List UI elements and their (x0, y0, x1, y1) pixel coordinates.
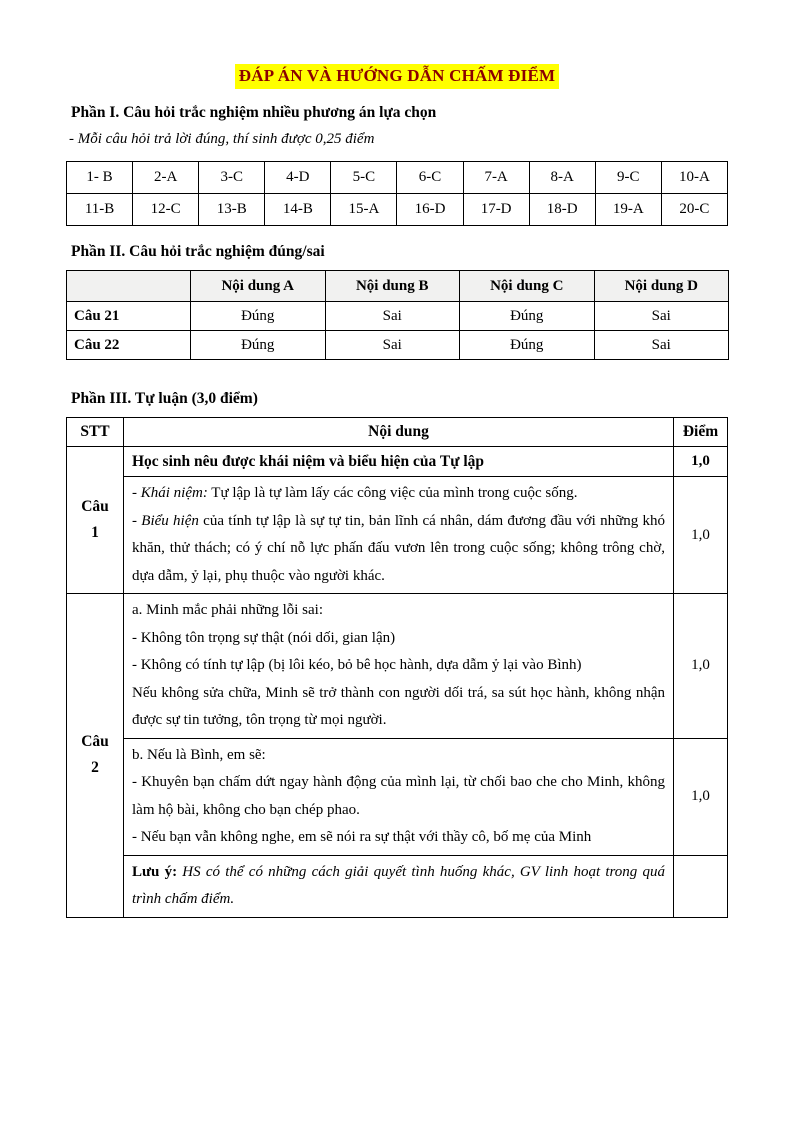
cau1-summary-text: Học sinh nêu được khái niệm và biểu hiện… (123, 446, 674, 477)
cau1-summary-row: Câu 1 Học sinh nêu được khái niệm và biể… (66, 446, 728, 594)
answer-cell: 15-A (330, 193, 398, 226)
answer-cell: 7-A (462, 161, 530, 194)
part2-header-cell: Nội dung C (459, 270, 595, 302)
part2-header-cell: Nội dung B (324, 270, 460, 302)
cau2-part-b-score: 1,0 (673, 737, 728, 856)
answer-cell: 11-B (65, 193, 134, 226)
answer-cell: 20-C (660, 193, 729, 226)
answer-cell: 6-C (396, 161, 464, 194)
note-score-empty (673, 854, 728, 918)
answer-value: Sai (324, 330, 460, 360)
answer-cell: 5-C (330, 161, 398, 194)
part-a-paragraph: - Không tôn trọng sự thật (nói dối, gian… (132, 629, 396, 646)
document-title: ĐÁP ÁN VÀ HƯỚNG DẪN CHẤM ĐIỂM (234, 64, 560, 89)
answer-cell: 18-D (528, 193, 596, 226)
part1-answer-row-1: 1- B 2-A 3-C 4-D 5-C 6-C 7-A 8-A 9-C 10-… (65, 161, 729, 194)
cau2-part-a-row: Câu 2 a. Minh mắc phải những lỗi sai: - … (66, 593, 728, 918)
cau2-label-word: Câu (81, 733, 109, 751)
cau2-label: Câu 2 (66, 593, 124, 918)
cau2-part-a-cell: a. Minh mắc phải những lỗi sai: - Không … (123, 593, 674, 739)
part3-heading: Phần III. Tự luận (3,0 điểm) (71, 390, 258, 407)
part2-row-cau22: Câu 22 Đúng Sai Đúng Sai (66, 330, 729, 360)
cau1-label-number: 1 (91, 524, 99, 541)
answer-cell: 10-A (660, 161, 729, 194)
answer-cell: 17-D (462, 193, 530, 226)
bieu-hien-text: của tính tự lập là sự tự tin, bản lĩnh c… (132, 512, 665, 584)
question-label: Câu 21 (66, 301, 191, 331)
part3-header-content: Nội dung (123, 417, 674, 447)
question-label: Câu 22 (66, 330, 191, 360)
answer-cell: 9-C (594, 161, 662, 194)
cau2-part-a-score: 1,0 (673, 593, 728, 739)
khai-niem-paragraph: - Khái niệm: Tự lập là tự làm lấy các cô… (132, 480, 665, 508)
answer-value: Đúng (459, 330, 595, 360)
part-a-paragraph: a. Minh mắc phải những lỗi sai: (132, 602, 324, 618)
part3-header-row: STT Nội dung Điểm (66, 417, 728, 447)
note-text: HS có thể có những cách giải quyết tình … (132, 863, 665, 908)
part-a-paragraph: Nếu không sửa chữa, Minh sẽ trở thành co… (132, 684, 665, 729)
cau2-label-number: 2 (91, 759, 99, 777)
title-row: ĐÁP ÁN VÀ HƯỚNG DẪN CHẤM ĐIỂM (66, 64, 728, 89)
part1-answer-row-2: 11-B 12-C 13-B 14-B 15-A 16-D 17-D 18-D … (65, 193, 729, 226)
answer-cell: 14-B (264, 193, 332, 226)
cau1-content-row: - Khái niệm: Tự lập là tự làm lấy các cô… (67, 476, 728, 594)
khai-niem-text: Tự lập là tự làm lấy các công việc của m… (207, 485, 578, 501)
khai-niem-label: - Khái niệm: (132, 485, 208, 501)
answer-value: Sai (593, 330, 729, 360)
cau2-part-b-cell: b. Nếu là Bình, em sẽ: - Khuyên bạn chấm… (123, 737, 674, 856)
cau1-content-score: 1,0 (673, 476, 728, 594)
part-b-paragraph: b. Nếu là Bình, em sẽ: (132, 746, 266, 763)
answer-cell: 16-D (396, 193, 464, 226)
part-b-paragraph: - Khuyên bạn chấm dứt ngay hành động của… (132, 774, 665, 818)
cau1-label-word: Câu (81, 498, 109, 515)
cau1-content-cell: - Khái niệm: Tự lập là tự làm lấy các cô… (123, 476, 674, 594)
part3-essay-table: STT Nội dung Điểm Câu 1 Học sinh nêu đượ… (66, 417, 728, 918)
answer-value: Sai (593, 301, 729, 331)
cau1-summary-score: 1,0 (673, 446, 728, 477)
answer-cell: 3-C (198, 161, 266, 194)
part-a-paragraph: - Không có tính tự lập (bị lôi kéo, bỏ b… (132, 657, 582, 673)
cau1-label: Câu 1 (66, 446, 124, 594)
part3-header-score: Điểm (673, 417, 728, 447)
bieu-hien-paragraph: - Biểu hiện của tính tự lập là sự tự tin… (132, 508, 665, 591)
note-cell: Lưu ý: HS có thể có những cách giải quyế… (123, 854, 674, 918)
part2-header-row: Nội dung A Nội dung B Nội dung C Nội dun… (66, 270, 729, 302)
answer-cell: 19-A (594, 193, 662, 226)
part2-row-cau21: Câu 21 Đúng Sai Đúng Sai (66, 301, 729, 331)
answer-cell: 12-C (132, 193, 200, 226)
note-paragraph: Lưu ý: HS có thể có những cách giải quyế… (132, 859, 665, 914)
part2-true-false-table: Nội dung A Nội dung B Nội dung C Nội dun… (66, 270, 729, 360)
answer-cell: 8-A (528, 161, 596, 194)
note-label: Lưu ý: (132, 863, 178, 880)
answer-value: Sai (324, 301, 460, 331)
answer-cell: 1- B (65, 161, 134, 194)
answer-value: Đúng (190, 301, 326, 331)
part3-header-stt: STT (66, 417, 124, 447)
part-b-paragraph: - Nếu bạn vẫn không nghe, em sẽ nói ra s… (132, 829, 592, 845)
answer-cell: 4-D (264, 161, 332, 194)
part1-note: - Mỗi câu hỏi trả lời đúng, thí sinh đượ… (69, 131, 375, 147)
cau2-part-b-row: b. Nếu là Bình, em sẽ: - Khuyên bạn chấm… (67, 737, 728, 856)
answer-value: Đúng (190, 330, 326, 360)
part1-answer-table: 1- B 2-A 3-C 4-D 5-C 6-C 7-A 8-A 9-C 10-… (65, 161, 729, 226)
part1-heading: Phần I. Câu hỏi trắc nghiệm nhiều phương… (71, 104, 437, 121)
part2-header-cell: Nội dung A (190, 270, 326, 302)
part2-header-empty (66, 270, 191, 302)
part2-heading: Phần II. Câu hỏi trắc nghiệm đúng/sai (71, 243, 325, 260)
answer-cell: 13-B (198, 193, 266, 226)
answer-cell: 2-A (132, 161, 200, 194)
bieu-hien-label: - Biểu hiện (132, 512, 199, 529)
answer-value: Đúng (459, 301, 595, 331)
cau2-note-row: Lưu ý: HS có thể có những cách giải quyế… (67, 854, 728, 918)
part2-header-cell: Nội dung D (593, 270, 729, 302)
